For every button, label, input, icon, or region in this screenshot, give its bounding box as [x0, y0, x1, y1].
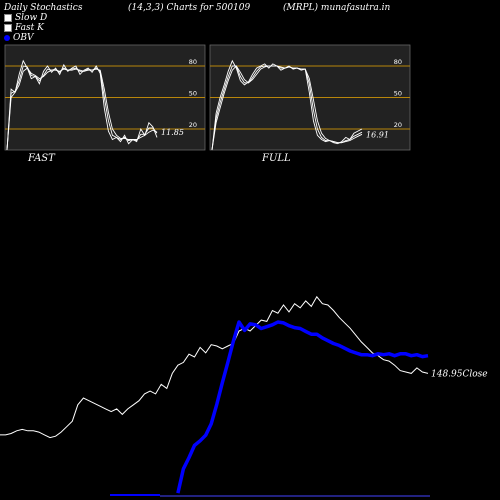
- legend-swatch-slow-d: [4, 13, 12, 22]
- fast-level-50-label: 50: [189, 90, 197, 98]
- close-suffix: Close: [463, 369, 488, 379]
- fast-level-80-label: 80: [189, 58, 197, 66]
- close-value: 148.95: [431, 369, 463, 379]
- full-panel-title: FULL: [262, 153, 291, 164]
- obv-line: [176, 320, 429, 494]
- full-level-50-label: 50: [394, 90, 402, 98]
- legend-fast-k: Fast K: [4, 23, 44, 33]
- close-value-label: 148.95Close: [431, 369, 488, 379]
- fast-level-20-label: 20: [189, 121, 197, 129]
- fast-panel-title: FAST: [28, 153, 55, 164]
- full-last-value-label: 16.91: [366, 130, 389, 139]
- legend-slow-d: Slow D: [4, 13, 47, 23]
- full-level-20-label: 20: [394, 121, 402, 129]
- fast-last-value-label: 11.85: [161, 128, 184, 137]
- close-price-line: [0, 295, 429, 439]
- full-level-80-label: 80: [394, 58, 402, 66]
- legend-label-obv: OBV: [13, 33, 34, 43]
- fast-fast-k-line: [6, 59, 158, 151]
- full-fast-k-line: [211, 59, 363, 151]
- legend-label-fast-k: Fast K: [15, 23, 44, 33]
- fast-slow-d-line: [6, 67, 158, 151]
- legend-swatch-obv: [4, 34, 10, 41]
- legend-obv: OBV: [4, 33, 34, 43]
- legend-swatch-fast-k: [4, 23, 12, 32]
- chart-header-left: Daily Stochastics: [4, 3, 83, 13]
- chart-header-right: (MRPL) munafasutra.in: [283, 3, 391, 13]
- full-slow-d-line: [211, 65, 363, 151]
- legend-label-slow-d: Slow D: [15, 13, 48, 23]
- chart-header-center: (14,3,3) Charts for 500109: [128, 3, 251, 13]
